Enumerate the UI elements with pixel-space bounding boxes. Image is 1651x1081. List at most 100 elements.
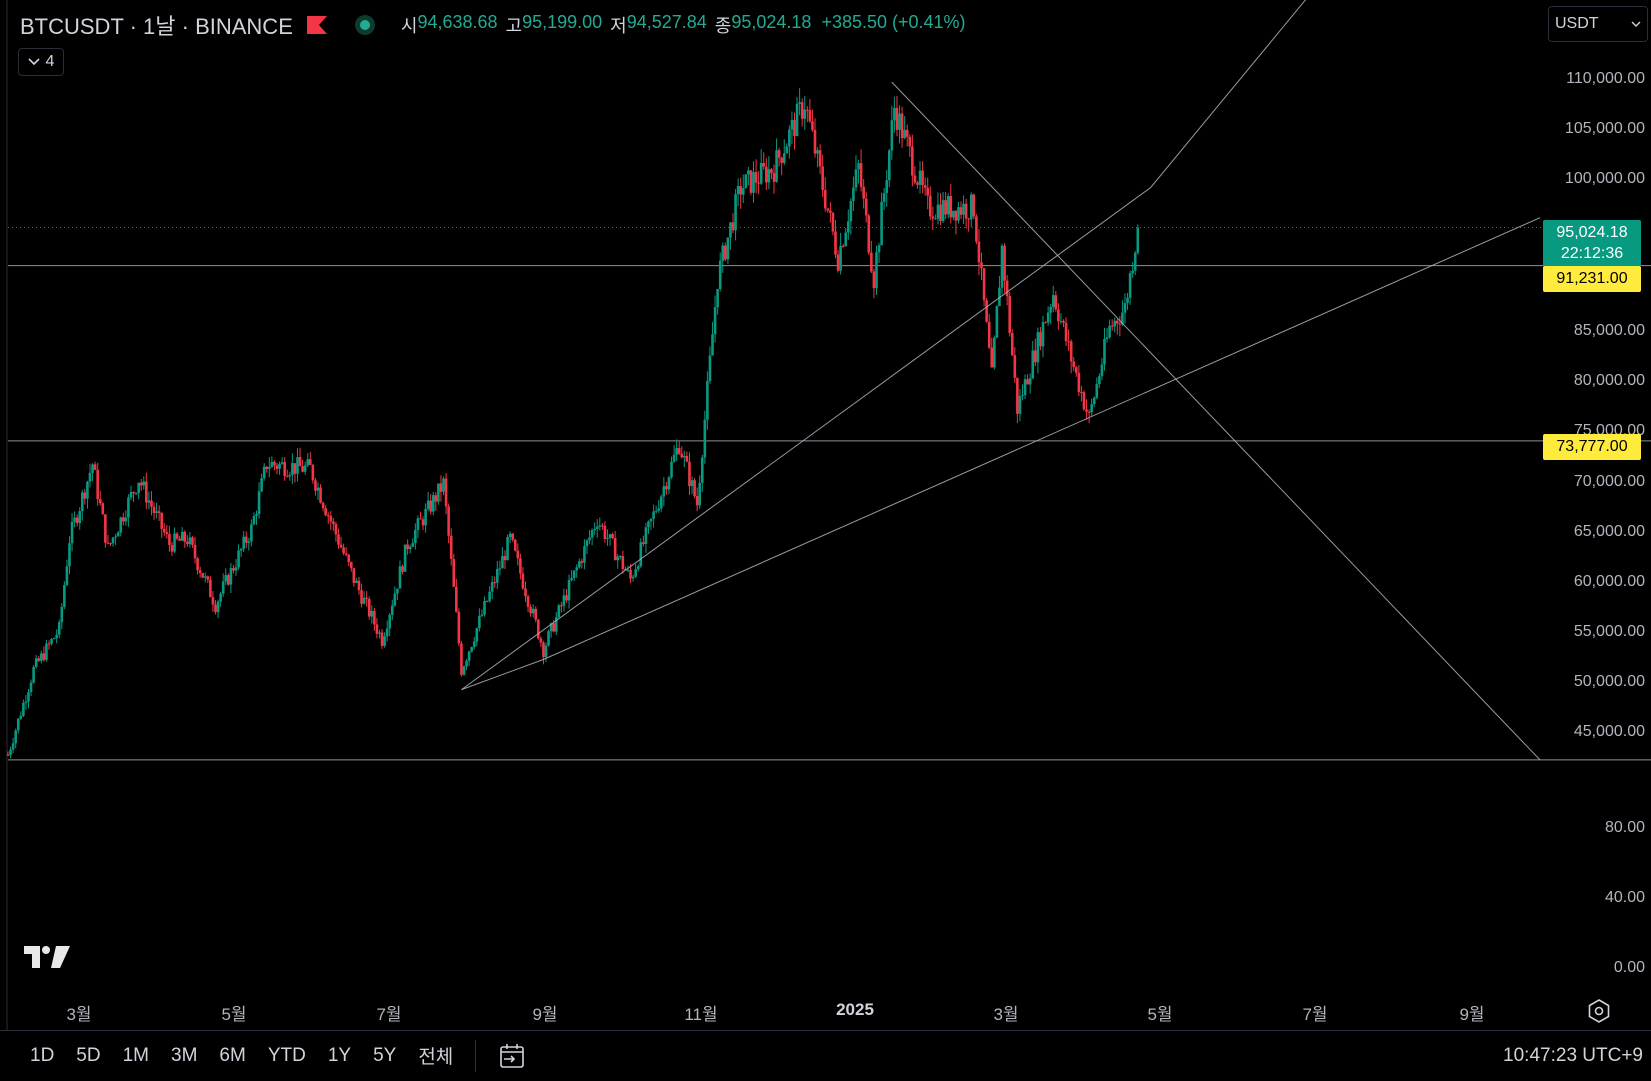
candle-body bbox=[127, 497, 130, 518]
candle-body bbox=[250, 524, 253, 542]
range-button-1y[interactable]: 1Y bbox=[327, 1044, 352, 1066]
candle bbox=[506, 534, 509, 561]
candle bbox=[890, 105, 894, 160]
candle bbox=[1041, 315, 1045, 358]
candle-body bbox=[752, 172, 755, 193]
candle bbox=[731, 213, 735, 234]
candle bbox=[339, 536, 343, 549]
candle-body bbox=[1028, 378, 1032, 385]
range-button-1m[interactable]: 1M bbox=[122, 1044, 149, 1066]
candle-body bbox=[150, 500, 153, 507]
candle bbox=[959, 201, 963, 219]
candle bbox=[834, 220, 837, 259]
candle-body bbox=[50, 639, 53, 644]
candle-body bbox=[157, 511, 161, 513]
range-button-6m[interactable]: 6M bbox=[219, 1044, 246, 1066]
time-axis-label: 9월 bbox=[1459, 1005, 1485, 1024]
candle bbox=[542, 640, 545, 665]
candle bbox=[652, 504, 655, 528]
candle bbox=[183, 530, 187, 548]
candle bbox=[275, 462, 279, 475]
candle bbox=[813, 118, 817, 158]
candle-body bbox=[1021, 395, 1024, 397]
candle-body bbox=[285, 476, 289, 478]
candle-body bbox=[442, 478, 445, 492]
candle-body bbox=[416, 518, 420, 530]
candle bbox=[734, 189, 737, 241]
candle bbox=[1051, 285, 1055, 313]
candle-body bbox=[767, 169, 771, 183]
candle-body bbox=[503, 555, 507, 561]
chart-clock[interactable]: 10:47:23 UTC+9 bbox=[1503, 1045, 1643, 1066]
candle bbox=[180, 527, 184, 541]
candle-body bbox=[55, 634, 58, 639]
candle-body bbox=[542, 642, 545, 658]
flag-icon[interactable] bbox=[306, 16, 327, 34]
candle-body bbox=[501, 555, 504, 569]
candle-body bbox=[1100, 364, 1104, 377]
candle-body bbox=[34, 658, 38, 668]
candle bbox=[426, 491, 430, 512]
trendlines bbox=[461, 0, 1541, 761]
candle bbox=[311, 463, 315, 484]
candle bbox=[380, 629, 384, 649]
candle-body bbox=[898, 113, 901, 130]
candle-body bbox=[560, 605, 563, 607]
candle bbox=[782, 139, 786, 166]
candle-body bbox=[642, 542, 645, 544]
candle bbox=[936, 192, 940, 225]
candle bbox=[1062, 319, 1065, 328]
candle bbox=[227, 573, 230, 586]
range-button-3m[interactable]: 3M bbox=[171, 1044, 198, 1066]
candle bbox=[931, 206, 935, 231]
candle-body bbox=[480, 614, 484, 616]
candle-body bbox=[70, 521, 74, 544]
range-button-5y[interactable]: 5Y bbox=[373, 1044, 397, 1066]
candle bbox=[539, 636, 543, 648]
range-button-ytd[interactable]: YTD bbox=[267, 1044, 306, 1066]
settings-icon[interactable] bbox=[1586, 998, 1612, 1024]
candle bbox=[975, 214, 978, 245]
range-button-1d[interactable]: 1D bbox=[30, 1044, 55, 1066]
candle bbox=[378, 629, 381, 639]
currency-select[interactable]: USDT bbox=[1548, 6, 1648, 42]
candle bbox=[211, 590, 215, 612]
candle bbox=[844, 228, 848, 247]
candle-body bbox=[14, 730, 17, 744]
indicators-toggle-button[interactable]: 4 bbox=[18, 48, 64, 76]
tradingview-logo-icon[interactable] bbox=[24, 944, 72, 970]
candle bbox=[306, 453, 310, 467]
candle bbox=[134, 492, 138, 496]
candle bbox=[1090, 398, 1093, 417]
candle bbox=[116, 530, 120, 537]
range-button-all[interactable]: 전체 bbox=[418, 1047, 454, 1068]
go-to-date-icon[interactable] bbox=[498, 1042, 526, 1070]
candle bbox=[706, 371, 709, 430]
candle-body bbox=[367, 598, 371, 617]
candle-body bbox=[657, 508, 661, 511]
candle-body bbox=[811, 121, 814, 130]
candle bbox=[775, 138, 778, 183]
candle-body bbox=[913, 175, 917, 183]
candle bbox=[337, 528, 340, 549]
candle-body bbox=[531, 608, 535, 614]
candle-body bbox=[585, 540, 589, 547]
candle bbox=[839, 232, 842, 275]
candle bbox=[752, 161, 755, 203]
symbol-title[interactable]: BTCUSDT · 1날 · BINANCE bbox=[20, 14, 293, 39]
candle bbox=[396, 588, 399, 600]
candle bbox=[711, 322, 714, 356]
candle bbox=[985, 297, 988, 323]
candle-body bbox=[711, 334, 714, 356]
candle bbox=[800, 98, 804, 127]
candle-body bbox=[475, 628, 479, 642]
candle-body bbox=[565, 595, 568, 601]
candle-body bbox=[818, 150, 822, 167]
candle bbox=[601, 522, 604, 531]
candle-body bbox=[1121, 312, 1124, 325]
change-value: +385.50 (+0.41%) bbox=[821, 12, 966, 32]
candle bbox=[170, 541, 174, 556]
candle-body bbox=[52, 638, 56, 640]
range-button-5d[interactable]: 5D bbox=[76, 1044, 101, 1066]
